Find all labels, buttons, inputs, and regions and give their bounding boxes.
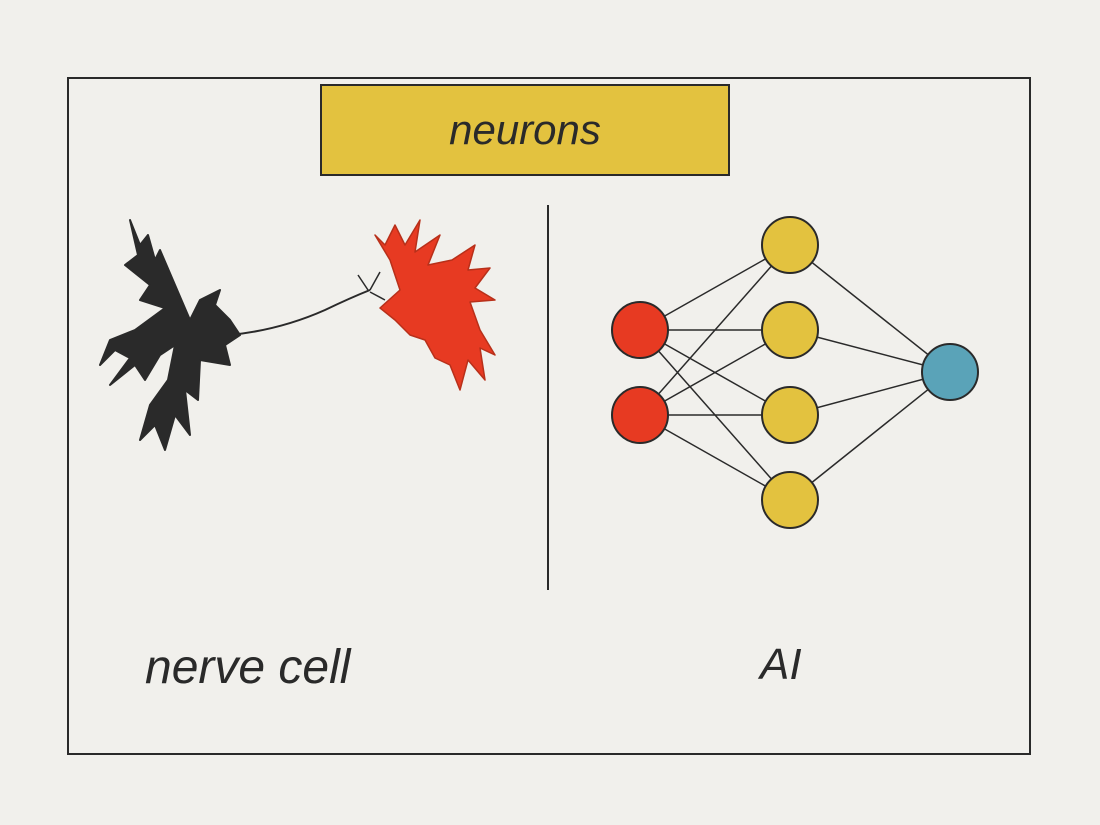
title-text: neurons: [449, 106, 601, 154]
network-node-input: [612, 302, 668, 358]
network-node-output: [922, 344, 978, 400]
network-node-hidden: [762, 302, 818, 358]
network-node-hidden: [762, 217, 818, 273]
network-node-input: [612, 387, 668, 443]
network-edge: [790, 245, 950, 372]
nerve-cell-drawing: [80, 190, 580, 540]
title-box: neurons: [320, 84, 730, 176]
label-ai: AI: [760, 640, 802, 690]
network-edge: [790, 372, 950, 500]
neural-network-diagram: [560, 170, 1060, 620]
network-node-hidden: [762, 387, 818, 443]
network-node-hidden: [762, 472, 818, 528]
label-nerve-cell: nerve cell: [145, 640, 350, 695]
